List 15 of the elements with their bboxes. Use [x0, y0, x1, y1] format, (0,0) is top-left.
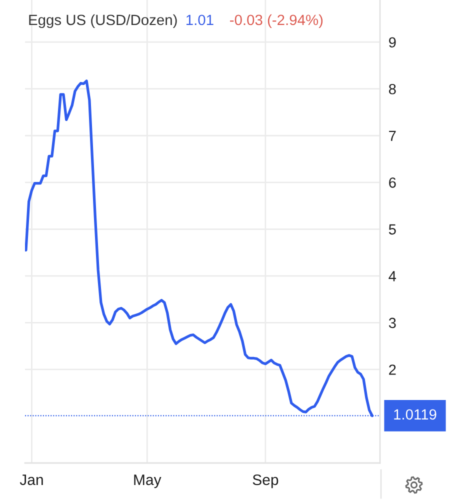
- y-tick-label: 6: [389, 177, 396, 188]
- y-tick-label: 3: [388, 318, 396, 328]
- x-tick-label: Sep: [252, 474, 278, 488]
- x-tick-label: May: [134, 474, 162, 488]
- y-tick-label: 2: [389, 364, 396, 375]
- y-tick-label: 8: [388, 84, 396, 94]
- y-tick-label: 7: [389, 130, 396, 141]
- annotation: -0.03 (-2.94%): [230, 14, 323, 28]
- y-tick-label: 5: [388, 224, 396, 235]
- y-tick-label: 4: [388, 271, 396, 282]
- annotation: 1.01: [186, 14, 214, 26]
- y-tick-label: 9: [389, 37, 396, 48]
- text: Eggs US (USD/Dozen): [29, 14, 177, 28]
- ref-line-label: 1.0119: [394, 409, 436, 420]
- x-tick-label: Jan: [20, 474, 43, 486]
